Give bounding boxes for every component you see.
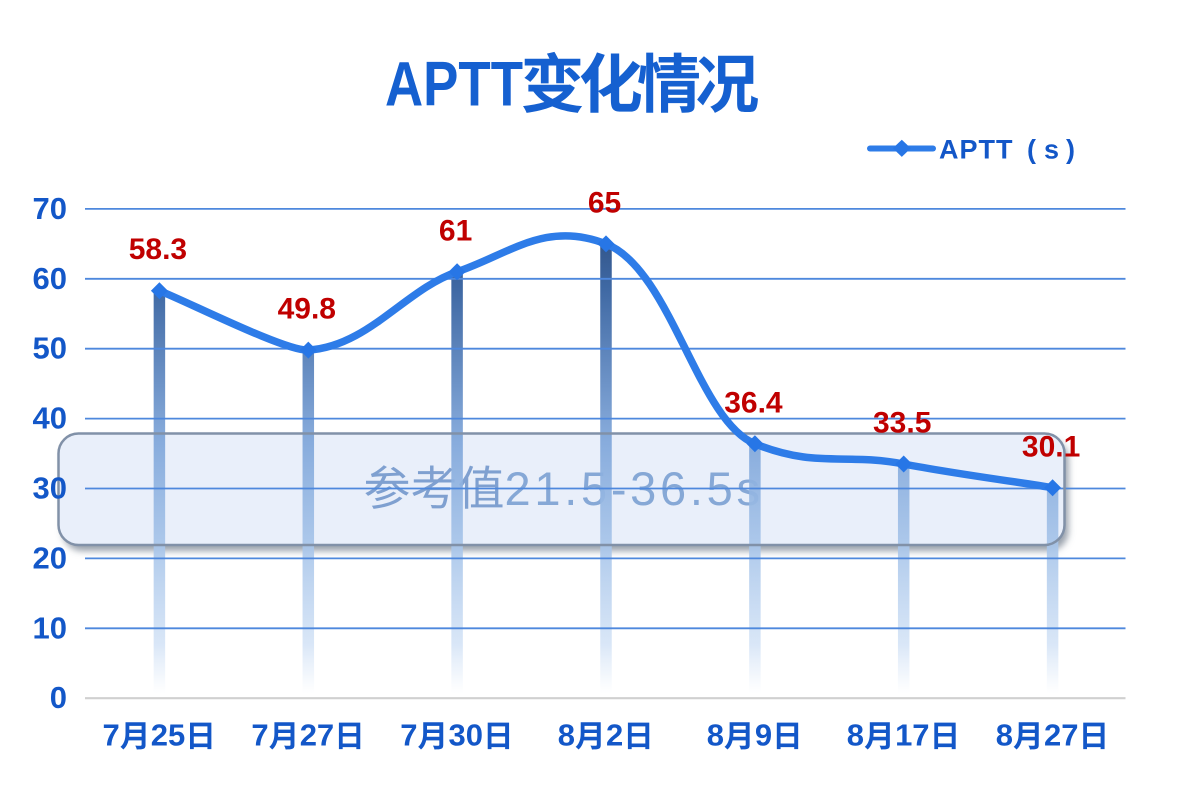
svg-text:7: 7 <box>912 718 929 753</box>
svg-text:2: 2 <box>151 718 168 753</box>
svg-text:8: 8 <box>707 718 724 753</box>
svg-text:8: 8 <box>847 718 864 753</box>
svg-text:61: 61 <box>439 214 472 247</box>
svg-text:0: 0 <box>50 680 67 715</box>
svg-text:20: 20 <box>33 540 67 575</box>
svg-text:7: 7 <box>103 718 120 753</box>
svg-text:1: 1 <box>895 718 912 753</box>
svg-text:8: 8 <box>996 718 1013 753</box>
svg-text:7: 7 <box>1061 718 1078 753</box>
svg-text:30: 30 <box>33 471 67 506</box>
svg-text:9: 9 <box>755 718 772 753</box>
svg-text:0: 0 <box>466 718 483 753</box>
svg-text:2: 2 <box>1044 718 1061 753</box>
svg-text:8: 8 <box>558 718 575 753</box>
svg-text:7: 7 <box>251 718 268 753</box>
svg-text:APTT: APTT <box>385 50 523 120</box>
svg-text:7: 7 <box>317 718 334 753</box>
svg-text:s: s <box>1044 135 1059 165</box>
svg-text:50: 50 <box>33 331 67 366</box>
svg-text:10: 10 <box>33 610 67 645</box>
svg-text:70: 70 <box>33 191 67 226</box>
svg-text:60: 60 <box>33 261 67 296</box>
svg-text:3: 3 <box>449 718 466 753</box>
svg-text:49.8: 49.8 <box>278 293 336 326</box>
svg-text:7: 7 <box>400 718 417 753</box>
svg-text:2: 2 <box>606 718 623 753</box>
svg-text:33.5: 33.5 <box>873 407 931 440</box>
svg-text:(: ( <box>1027 135 1036 165</box>
svg-text:58.3: 58.3 <box>129 233 187 266</box>
svg-text:2: 2 <box>300 718 317 753</box>
svg-text:30.1: 30.1 <box>1022 430 1080 463</box>
svg-text:5: 5 <box>168 718 185 753</box>
svg-text:APTT: APTT <box>939 135 1014 165</box>
svg-text:): ) <box>1066 135 1075 165</box>
svg-text:36.4: 36.4 <box>724 386 783 419</box>
svg-text:65: 65 <box>588 186 621 219</box>
svg-text:40: 40 <box>33 401 67 436</box>
